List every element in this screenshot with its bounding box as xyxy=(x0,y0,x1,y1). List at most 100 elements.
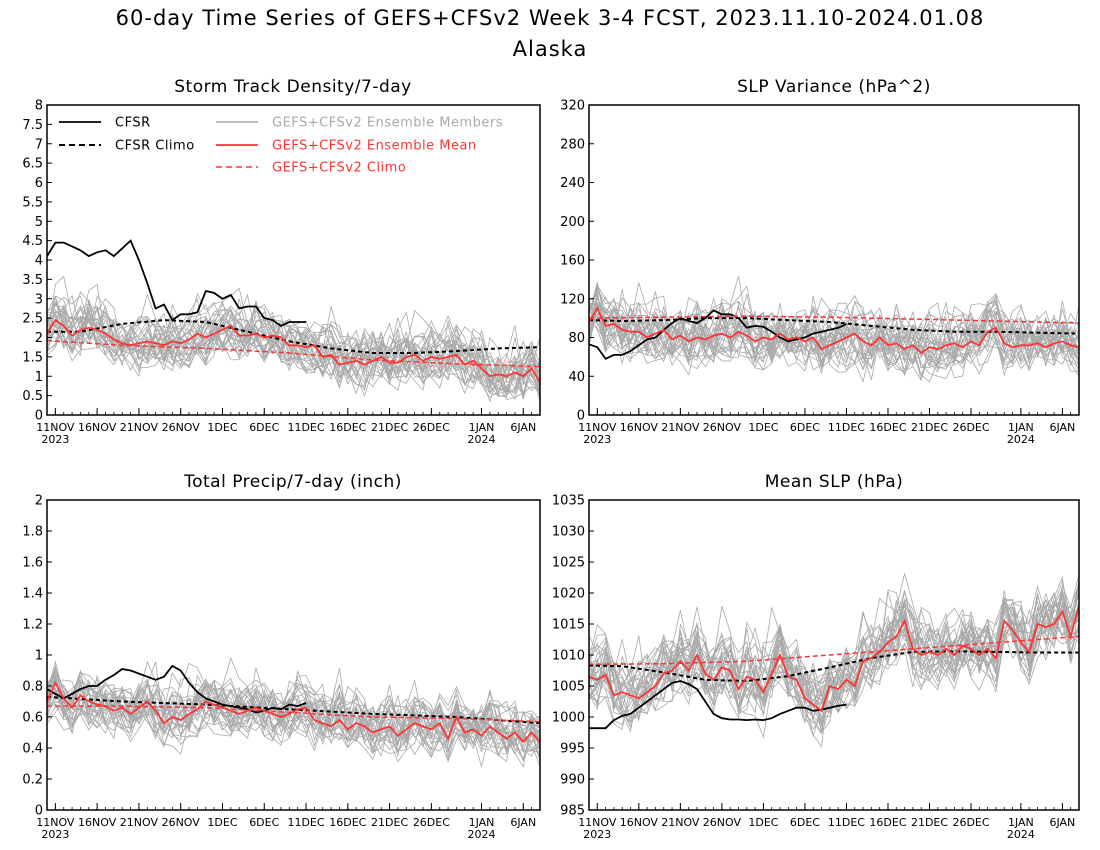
series-solid-red xyxy=(589,306,1079,355)
series-solid-red xyxy=(589,605,1079,713)
x-tick-label: 1DEC xyxy=(207,816,237,829)
x-tick-label: 1JAN xyxy=(469,816,495,829)
x-tick-year: 2023 xyxy=(41,828,69,841)
x-tick-label: 26NOV xyxy=(162,421,201,434)
ensemble-members xyxy=(47,275,540,403)
y-tick-label: 3 xyxy=(35,292,43,307)
series-dashed-black xyxy=(589,317,1079,335)
x-tick-label: 11DEC xyxy=(287,421,324,434)
x-tick-label: 1JAN xyxy=(1008,816,1034,829)
member-line xyxy=(47,664,540,755)
y-tick-label: 0.4 xyxy=(22,742,43,757)
y-tick-label: 6 xyxy=(35,176,43,191)
x-tick-label: 6DEC xyxy=(249,421,279,434)
y-tick-label: 1.5 xyxy=(22,350,43,365)
y-tick-label: 280 xyxy=(560,137,585,152)
x-tick-label: 1JAN xyxy=(469,421,495,434)
y-tick-label: 1000 xyxy=(552,711,585,726)
y-tick-label: 1025 xyxy=(552,556,585,571)
y-tick-label: 1.2 xyxy=(22,618,43,633)
x-tick-label: 1JAN xyxy=(1008,421,1034,434)
series-dashed-red xyxy=(47,705,540,723)
x-tick-label: 26DEC xyxy=(952,816,989,829)
x-tick-label: 6JAN xyxy=(1049,816,1075,829)
y-tick-label: 3.5 xyxy=(22,273,43,288)
member-line xyxy=(47,295,540,396)
chart-panel-1: Storm Track Density/7-day 0 0.5 1 1.5 2 2.5 3 3.… xyxy=(22,77,541,446)
x-tick-year: 2023 xyxy=(583,433,611,446)
y-tick-label: 0.2 xyxy=(22,773,43,788)
x-tick-year: 2024 xyxy=(1007,828,1035,841)
y-tick-label: 8 xyxy=(35,99,43,114)
x-tick-label: 21DEC xyxy=(371,421,408,434)
x-tick-label: 21DEC xyxy=(911,421,948,434)
x-tick-year: 2024 xyxy=(468,433,496,446)
y-tick-label: 0 xyxy=(35,804,43,819)
x-tick-label: 1DEC xyxy=(748,421,778,434)
x-tick-label: 16NOV xyxy=(78,816,117,829)
x-tick-label: 11NOV xyxy=(36,421,75,434)
x-tick-label: 6JAN xyxy=(510,816,536,829)
x-tick-label: 6DEC xyxy=(790,421,820,434)
x-tick-label: 21NOV xyxy=(120,816,159,829)
legend-label-cfsr: CFSR xyxy=(115,116,151,131)
x-tick-label: 6JAN xyxy=(510,421,536,434)
series-dashed-red xyxy=(589,315,1079,324)
member-line xyxy=(589,301,1079,367)
x-tick-label: 26NOV xyxy=(703,816,742,829)
y-tick-label: 1 xyxy=(35,370,43,385)
y-tick-label: 40 xyxy=(568,370,585,385)
x-tick-label: 6JAN xyxy=(1049,421,1075,434)
legend-label-members: GEFS+CFSv2 Ensemble Members xyxy=(272,116,503,131)
series-dashed-red xyxy=(47,339,540,368)
y-tick-label: 0 xyxy=(35,409,43,424)
y-tick-label: 1.8 xyxy=(22,525,43,540)
y-tick-label: 5.5 xyxy=(22,195,43,210)
figure-subtitle: Alaska xyxy=(512,37,588,61)
x-tick-label: 21NOV xyxy=(661,816,700,829)
x-tick-label: 21NOV xyxy=(661,421,700,434)
y-tick-label: 120 xyxy=(560,292,585,307)
y-tick-label: 2.5 xyxy=(22,312,43,327)
x-tick-label: 26DEC xyxy=(952,421,989,434)
y-tick-label: 0.6 xyxy=(22,711,43,726)
member-line xyxy=(47,668,540,767)
y-tick-label: 80 xyxy=(568,331,585,346)
chart-panel-3: Total Precip/7-day (inch)00.20.40.60.811… xyxy=(22,472,541,841)
x-tick-label: 16NOV xyxy=(620,421,659,434)
x-tick-label: 26DEC xyxy=(413,816,450,829)
y-tick-label: 1030 xyxy=(552,525,585,540)
y-tick-label: 1035 xyxy=(552,494,585,509)
y-tick-label: 2 xyxy=(35,494,43,509)
x-tick-label: 16NOV xyxy=(78,421,117,434)
x-tick-label: 6DEC xyxy=(790,816,820,829)
member-line xyxy=(47,660,540,763)
x-tick-year: 2024 xyxy=(1007,433,1035,446)
y-tick-label: 240 xyxy=(560,176,585,191)
x-tick-label: 21NOV xyxy=(120,421,159,434)
legend-label-cfsr_climo: CFSR Climo xyxy=(115,139,195,154)
panel-title: SLP Variance (hPa^2) xyxy=(737,77,931,97)
x-tick-label: 26NOV xyxy=(162,816,201,829)
y-tick-label: 990 xyxy=(560,773,585,788)
member-line xyxy=(47,303,540,389)
x-tick-label: 26NOV xyxy=(703,421,742,434)
member-line xyxy=(47,673,540,755)
x-tick-label: 16DEC xyxy=(869,816,906,829)
x-tick-label: 1DEC xyxy=(748,816,778,829)
x-tick-label: 16DEC xyxy=(329,816,366,829)
y-tick-label: 7 xyxy=(35,137,43,152)
x-tick-label: 21DEC xyxy=(911,816,948,829)
member-line xyxy=(589,585,1079,713)
series-dashed-red xyxy=(589,635,1079,666)
y-tick-label: 1 xyxy=(35,649,43,664)
x-tick-label: 16DEC xyxy=(329,421,366,434)
y-tick-label: 0 xyxy=(577,409,585,424)
panel-title: Total Precip/7-day (inch) xyxy=(183,472,402,492)
x-tick-label: 11NOV xyxy=(578,816,617,829)
legend-label-gefs_climo: GEFS+CFSv2 Climo xyxy=(272,161,406,176)
x-tick-label: 6DEC xyxy=(249,816,279,829)
member-line xyxy=(589,283,1079,372)
figure-title: 60-day Time Series of GEFS+CFSv2 Week 3-… xyxy=(115,6,985,30)
x-tick-label: 11NOV xyxy=(36,816,75,829)
